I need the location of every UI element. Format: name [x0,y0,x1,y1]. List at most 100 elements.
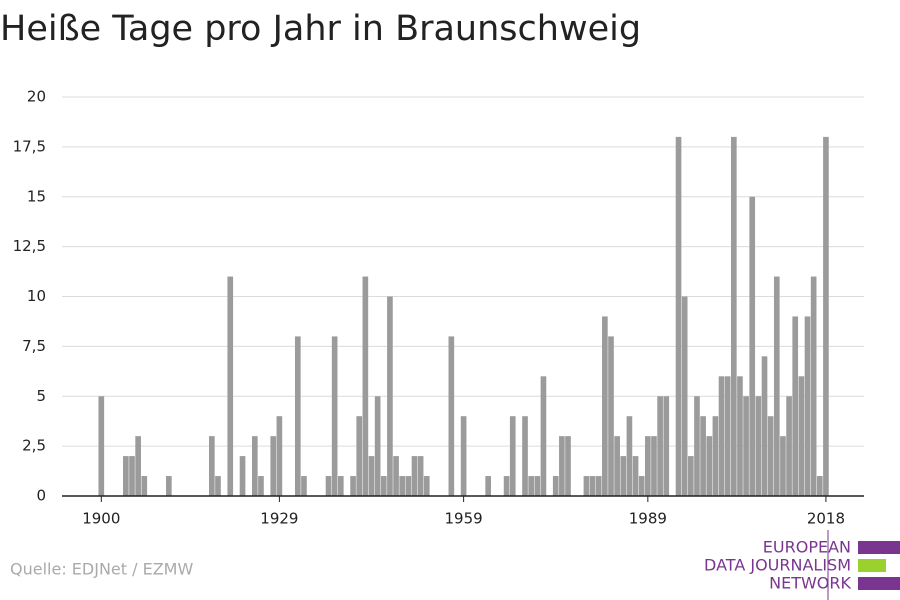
bar [368,456,375,496]
bar [614,436,620,496]
bar [755,396,762,496]
logo-bar [858,577,900,590]
bar [608,336,614,496]
bar [141,476,148,496]
logo-text: DATA JOURNALISM [704,556,851,575]
bar [166,476,172,496]
bar [380,476,387,496]
bar [503,476,510,496]
bar [816,476,823,496]
logo-bar [858,559,886,572]
logo-bar [858,541,900,554]
bar [387,296,393,496]
bar [276,416,283,496]
y-tick-label: 5 [36,387,46,405]
bar [393,456,399,496]
bar [804,316,811,496]
bar [559,436,565,496]
bar [767,416,774,496]
bar [331,336,338,496]
bar [718,376,725,496]
bar [448,336,455,496]
bar [780,436,786,496]
bar [810,276,817,496]
bar [411,456,418,496]
bar [589,476,596,496]
bar [374,396,381,496]
bar [663,396,670,496]
bar [251,436,258,496]
bar [294,336,301,496]
y-tick-label: 7,5 [22,337,46,355]
bar [98,396,105,496]
bar [743,396,749,496]
source: Quelle: EDJNet / EZMW [10,560,193,579]
bar [509,416,516,496]
bar [215,476,221,496]
bar [258,476,264,496]
bar [583,476,590,496]
y-tick-label: 10 [27,287,46,305]
y-tick-label: 2,5 [22,437,46,455]
y-tick-label: 20 [27,88,46,106]
bar [632,456,639,496]
bar [337,476,344,496]
bar [694,396,700,496]
bar [565,436,571,496]
bar [773,276,780,496]
bar [700,416,706,496]
bar [399,476,406,496]
bar [534,476,541,496]
logo-text: EUROPEAN [763,538,851,557]
y-tick-label: 12,5 [13,237,46,255]
bar [362,276,369,496]
bar [405,476,412,496]
bar [595,476,602,496]
x-tick-label: 1929 [260,510,298,528]
bar [638,476,645,496]
bar [620,456,627,496]
bar [602,316,608,496]
bar [350,476,356,496]
bar [460,416,467,496]
x-tick-label: 1900 [82,510,120,528]
bar [657,396,663,496]
bar [270,436,277,496]
bar [749,196,756,496]
bar [417,456,424,496]
bar [227,276,234,496]
bar [522,416,528,496]
logo-text: NETWORK [769,574,851,593]
y-tick-label: 0 [36,487,46,505]
bar [706,436,713,496]
bar [792,316,799,496]
x-tick-label: 1989 [629,510,667,528]
bar [552,476,559,496]
bar [239,456,246,496]
bar [651,436,657,496]
bar [798,376,805,496]
bar [761,356,768,496]
x-tick-label: 1959 [445,510,483,528]
y-tick-label: 15 [27,187,46,205]
bar [325,476,332,496]
bar [737,376,743,496]
bar [730,136,737,496]
bar [540,376,547,496]
bar [129,456,135,496]
bar [675,136,682,496]
bar [135,436,141,496]
bar [786,396,792,496]
y-tick-label: 17,5 [13,137,46,155]
bar [688,456,694,496]
bar [423,476,430,496]
bar [724,376,731,496]
bar [301,476,307,496]
x-tick-label: 2018 [807,510,845,528]
bar [356,416,363,496]
bar [528,476,534,496]
bar [485,476,492,496]
chart-title: Heiße Tage pro Jahr in Braunschweig [0,9,641,49]
bar [712,416,719,496]
